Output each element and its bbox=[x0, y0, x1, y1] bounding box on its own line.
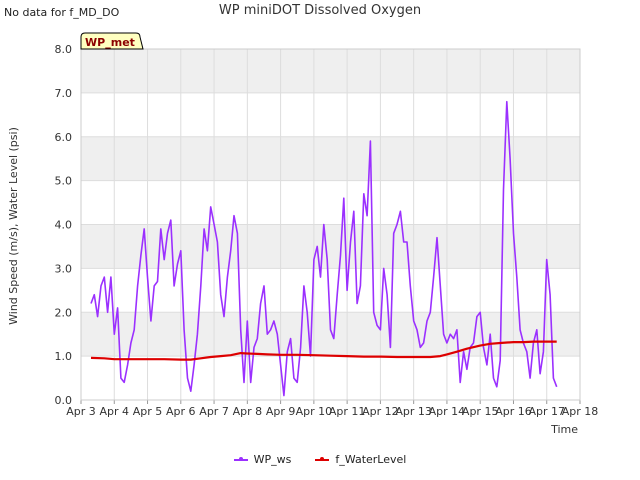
y-axis-label: Wind Speed (m/s), Water Level (psi) bbox=[7, 127, 20, 325]
background-band bbox=[81, 224, 580, 269]
x-tick-label: Apr 8 bbox=[233, 405, 263, 418]
badge-label: WP_met bbox=[85, 36, 135, 49]
background-band bbox=[81, 136, 580, 181]
x-axis-label: Time bbox=[550, 423, 578, 436]
x-tick-label: Apr 13 bbox=[395, 405, 432, 418]
chart-title: WP miniDOT Dissolved Oxygen bbox=[218, 3, 422, 18]
y-tick-label: 3.0 bbox=[55, 262, 73, 275]
plot-frame bbox=[80, 48, 581, 401]
series-line-water-level bbox=[90, 340, 557, 361]
x-tick-label: Apr 3 bbox=[66, 405, 96, 418]
x-tick-label: Apr 16 bbox=[495, 405, 532, 418]
x-tick-label: Apr 18 bbox=[562, 405, 599, 418]
x-tick-labels: Apr 3 Apr 4 Apr 5 Apr 6 Apr 7 Apr 8 Apr 9 Apr 1… bbox=[66, 405, 598, 418]
x-tick-label: Apr 4 bbox=[100, 405, 130, 418]
background-bands bbox=[81, 49, 580, 357]
background-band bbox=[81, 49, 580, 93]
x-tick-label: Apr 7 bbox=[199, 405, 229, 418]
x-tick-label: Apr 9 bbox=[266, 405, 296, 418]
x-tick-label: Apr 6 bbox=[166, 405, 196, 418]
series-layer bbox=[90, 100, 558, 397]
legend-swatch-ws bbox=[233, 456, 248, 461]
legend-swatch-water bbox=[315, 456, 330, 461]
x-tick-label: Apr 10 bbox=[296, 405, 333, 418]
x-tick-label: Apr 17 bbox=[528, 405, 565, 418]
no-data-note: No data for f_MD_DO bbox=[4, 6, 120, 19]
y-tick-label: 8.0 bbox=[55, 43, 73, 56]
x-tick-label: Apr 11 bbox=[329, 405, 366, 418]
x-tick-label: Apr 5 bbox=[133, 405, 163, 418]
legend-item-water: f_WaterLevel bbox=[315, 453, 406, 466]
legend-label-water: f_WaterLevel bbox=[335, 453, 407, 466]
x-tick-label: Apr 12 bbox=[362, 405, 399, 418]
series-line-wp-ws bbox=[90, 100, 558, 397]
y-tick-label: 2.0 bbox=[55, 306, 73, 319]
y-tick-label: 5.0 bbox=[55, 175, 73, 188]
y-tick-label: 1.0 bbox=[55, 350, 73, 363]
y-tick-label: 0.0 bbox=[55, 394, 73, 407]
legend-label-ws: WP_ws bbox=[253, 453, 292, 466]
y-tick-label: 4.0 bbox=[55, 219, 73, 232]
x-tick-label: Apr 15 bbox=[462, 405, 499, 418]
y-tick-label: 7.0 bbox=[55, 87, 73, 100]
y-tick-label: 6.0 bbox=[55, 131, 73, 144]
x-tick-label: Apr 14 bbox=[429, 405, 466, 418]
legend-item-ws: WP_ws bbox=[233, 453, 292, 466]
legend: WP_ws f_WaterLevel bbox=[0, 453, 640, 466]
y-tick-labels: 0.0 1.0 2.0 3.0 4.0 5.0 6.0 7.0 8.0 bbox=[55, 43, 73, 407]
wp-met-badge: WP_met bbox=[80, 32, 144, 50]
